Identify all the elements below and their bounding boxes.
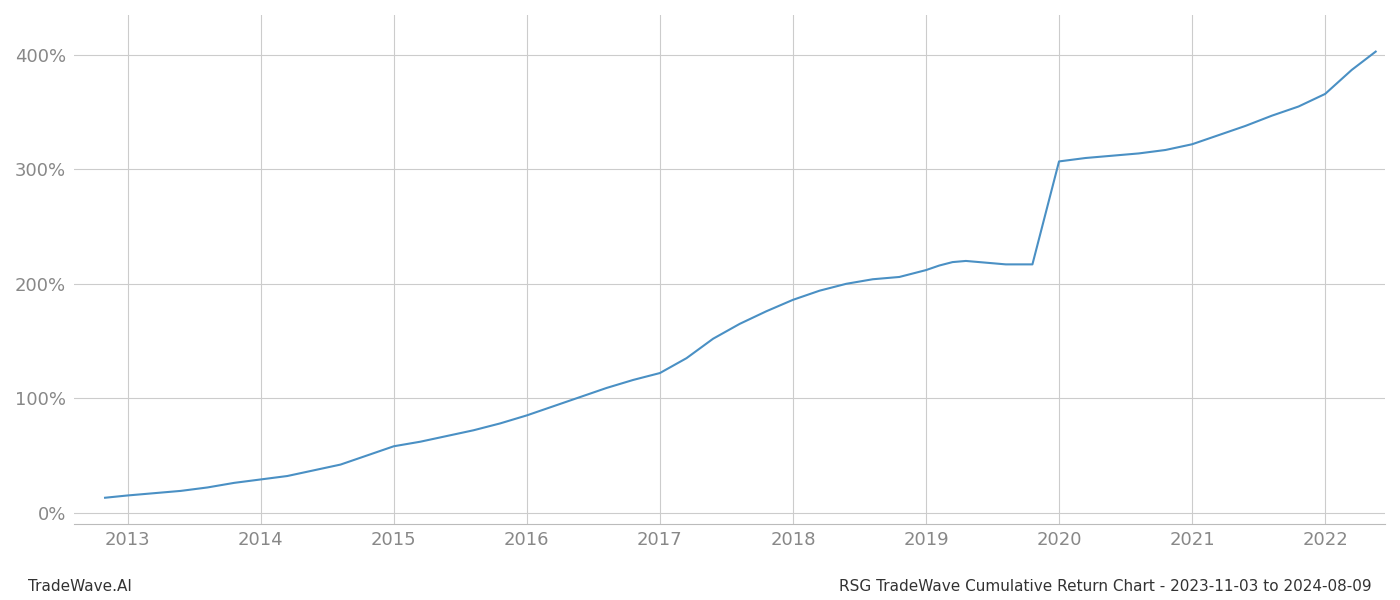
Text: RSG TradeWave Cumulative Return Chart - 2023-11-03 to 2024-08-09: RSG TradeWave Cumulative Return Chart - … [840, 579, 1372, 594]
Text: TradeWave.AI: TradeWave.AI [28, 579, 132, 594]
